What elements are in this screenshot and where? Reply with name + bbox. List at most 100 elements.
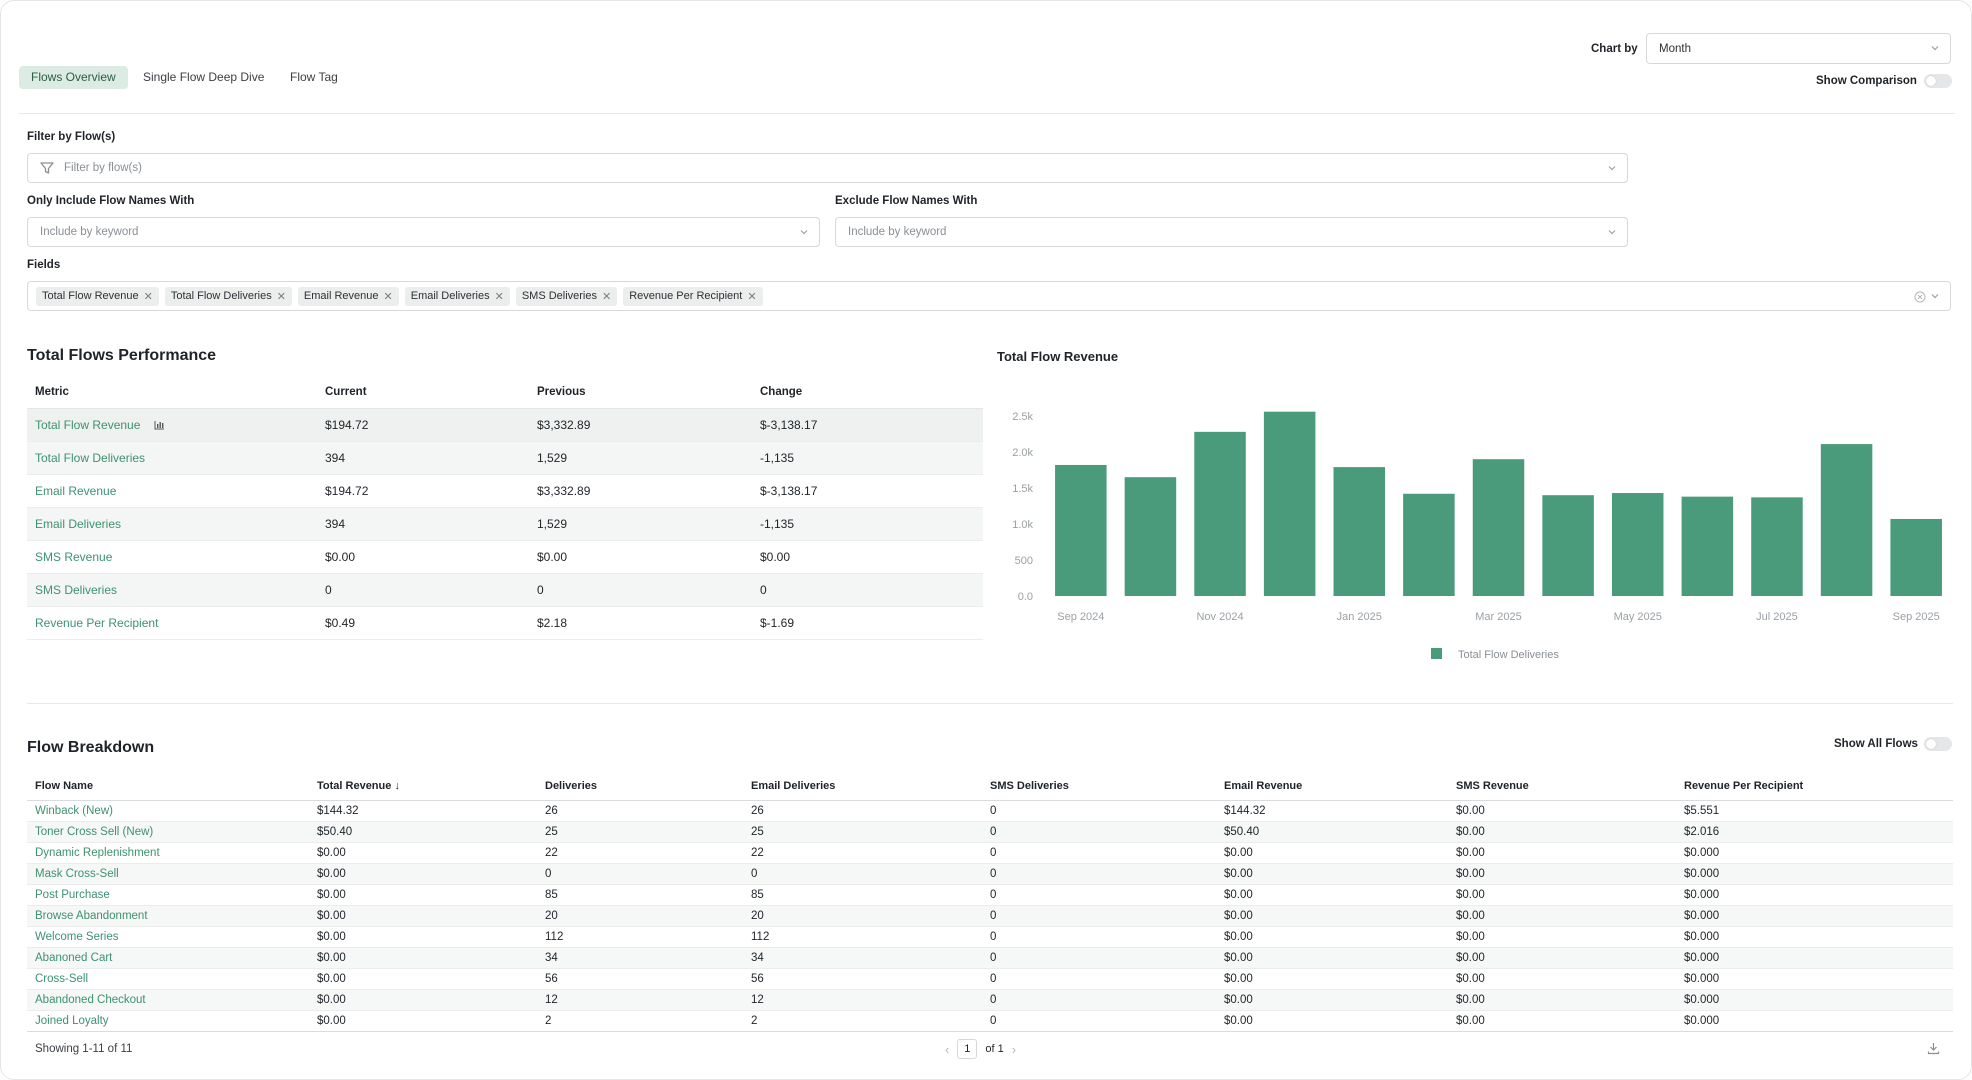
metric-link[interactable]: Email Deliveries <box>35 516 122 531</box>
metric-cell[interactable]: Total Flow Revenue <box>27 408 317 442</box>
flow-name-cell[interactable]: Winback (New) <box>27 800 309 822</box>
prev-page-icon[interactable]: ‹ <box>945 1041 950 1057</box>
deliveries-cell: 22 <box>537 842 743 864</box>
legend-swatch <box>1431 648 1442 659</box>
email-revenue-cell: $0.00 <box>1216 926 1448 948</box>
bar <box>1263 411 1316 596</box>
table-row[interactable]: Email Deliveries 394 1,529 -1,135 <box>27 507 983 541</box>
exclude-keyword-input[interactable]: Include by keyword <box>835 217 1628 247</box>
deliveries-cell: 34 <box>537 947 743 969</box>
table-row[interactable]: Joined Loyalty $0.00 2 2 0 $0.00 $0.00 $0.000 <box>27 1010 1953 1032</box>
change-cell: $-1.69 <box>752 606 983 640</box>
remove-chip-icon[interactable]: ✕ <box>383 290 393 303</box>
page-number-input[interactable]: 1 <box>957 1039 978 1059</box>
show-comparison-toggle[interactable] <box>1924 74 1952 88</box>
include-keyword-input[interactable]: Include by keyword <box>27 217 820 247</box>
remove-chip-icon[interactable]: ✕ <box>276 290 286 303</box>
col-header-sms-deliveries[interactable]: SMS Deliveries <box>982 773 1216 801</box>
table-row[interactable]: Email Revenue $194.72 $3,332.89 $-3,138.… <box>27 474 983 508</box>
flow-name-cell[interactable]: Abanoned Cart <box>27 947 309 969</box>
metric-link[interactable]: SMS Revenue <box>35 549 113 564</box>
flow-name-cell[interactable]: Mask Cross-Sell <box>27 863 309 885</box>
next-page-icon[interactable]: › <box>1011 1041 1017 1057</box>
remove-chip-icon[interactable]: ✕ <box>143 290 153 303</box>
metric-link[interactable]: Email Revenue <box>35 483 117 498</box>
previous-cell: $3,332.89 <box>529 408 752 442</box>
bar <box>1890 518 1942 596</box>
metric-link[interactable]: Total Flow Revenue <box>35 417 141 432</box>
chart-by-select[interactable]: Month <box>1646 33 1951 64</box>
remove-chip-icon[interactable]: ✕ <box>602 290 612 303</box>
col-header-email-revenue[interactable]: Email Revenue <box>1216 773 1448 801</box>
fields-multiselect[interactable]: Total Flow Revenue ✕ Total Flow Deliverie… <box>27 281 1951 311</box>
flow-name-cell[interactable]: Joined Loyalty <box>27 1010 309 1032</box>
table-row[interactable]: Cross-Sell $0.00 56 56 0 $0.00 $0.00 $0.000 <box>27 968 1953 990</box>
flow-name-cell[interactable]: Welcome Series <box>27 926 309 948</box>
filter-flows-select[interactable]: Filter by flow(s) <box>27 153 1628 183</box>
metric-cell[interactable]: SMS Deliveries <box>27 573 317 607</box>
email-deliveries-cell: 0 <box>743 863 982 885</box>
metric-cell[interactable]: SMS Revenue <box>27 540 317 574</box>
metric-link[interactable]: Total Flow Deliveries <box>35 450 146 465</box>
show-all-flows-toggle[interactable] <box>1924 737 1952 751</box>
sms-revenue-cell: $0.00 <box>1448 989 1676 1011</box>
table-row[interactable]: SMS Revenue $0.00 $0.00 $0.00 <box>27 540 983 574</box>
table-row[interactable]: Total Flow Deliveries 394 1,529 -1,135 <box>27 441 983 475</box>
email-deliveries-cell: 34 <box>743 947 982 969</box>
table-row[interactable]: Toner Cross Sell (New) $50.40 25 25 0 $50.40 $… <box>27 821 1953 843</box>
sms-revenue-cell: $0.00 <box>1448 863 1676 885</box>
col-header-flow-name[interactable]: Flow Name <box>27 773 309 801</box>
tab-flows-overview[interactable]: Flows Overview <box>19 66 128 89</box>
flow-name-cell[interactable]: Abandoned Checkout <box>27 989 309 1011</box>
metric-link[interactable]: SMS Deliveries <box>35 582 118 597</box>
flow-name-cell[interactable]: Cross-Sell <box>27 968 309 990</box>
col-header-revenue-per-recipient[interactable]: Revenue Per Recipient <box>1676 773 1953 801</box>
table-row[interactable]: Browse Abandonment $0.00 20 20 0 $0.00 $0.00 $0… <box>27 905 1953 927</box>
change-cell: $-3,138.17 <box>752 474 983 508</box>
change-cell: -1,135 <box>752 507 983 541</box>
table-row[interactable]: Abandoned Checkout $0.00 12 12 0 $0.00 $0.00 $0… <box>27 989 1953 1011</box>
flow-name-cell[interactable]: Browse Abandonment <box>27 905 309 927</box>
total-revenue-cell: $0.00 <box>309 884 537 906</box>
table-row[interactable]: Post Purchase $0.00 85 85 0 $0.00 $0.00 $0.000 <box>27 884 1953 906</box>
table-row[interactable]: Dynamic Replenishment $0.00 22 22 0 $0.00 $0.0… <box>27 842 1953 864</box>
flow-name-cell[interactable]: Post Purchase <box>27 884 309 906</box>
field-chip-label: Email Revenue <box>303 290 379 302</box>
table-row[interactable]: Welcome Series $0.00 112 112 0 $0.00 $0.00 $0.0… <box>27 926 1953 948</box>
flow-name-cell[interactable]: Toner Cross Sell (New) <box>27 821 309 843</box>
col-header-label: Total Revenue <box>317 780 392 793</box>
email-revenue-cell: $0.00 <box>1216 863 1448 885</box>
table-row[interactable]: Mask Cross-Sell $0.00 0 0 0 $0.00 $0.00 $0.000 <box>27 863 1953 885</box>
table-row[interactable]: Winback (New) $144.32 26 26 0 $144.32 $0.00 $5.… <box>27 800 1953 822</box>
total-revenue-cell: $50.40 <box>309 821 537 843</box>
sms-revenue-cell: $0.00 <box>1448 905 1676 927</box>
table-row[interactable]: Total Flow Revenue $194.72 $3,332.89 $-3… <box>27 408 983 442</box>
remove-chip-icon[interactable]: ✕ <box>494 290 504 303</box>
flow-name-cell[interactable]: Dynamic Replenishment <box>27 842 309 864</box>
download-icon[interactable] <box>1927 1042 1940 1055</box>
table-row[interactable]: Abanoned Cart $0.00 34 34 0 $0.00 $0.00 $0.000 <box>27 947 1953 969</box>
table-row[interactable]: Revenue Per Recipient $0.49 $2.18 $-1.69 <box>27 606 983 640</box>
metric-cell[interactable]: Revenue Per Recipient <box>27 606 317 640</box>
chart-title: Total Flow Revenue <box>997 349 1119 364</box>
email-revenue-cell: $0.00 <box>1216 842 1448 864</box>
remove-chip-icon[interactable]: ✕ <box>747 290 757 303</box>
metric-cell[interactable]: Total Flow Deliveries <box>27 441 317 475</box>
tab-single-flow-deep-dive[interactable]: Single Flow Deep Dive <box>143 70 265 84</box>
email-deliveries-cell: 112 <box>743 926 982 948</box>
metric-link[interactable]: Revenue Per Recipient <box>35 615 159 630</box>
filter-flows-label: Filter by Flow(s) <box>27 131 116 143</box>
col-header-deliveries[interactable]: Deliveries <box>537 773 743 801</box>
metric-cell[interactable]: Email Revenue <box>27 474 317 508</box>
sms-revenue-cell: $0.00 <box>1448 800 1676 822</box>
bar <box>1472 459 1525 596</box>
table-bottom-border <box>27 1031 1953 1032</box>
metric-cell[interactable]: Email Deliveries <box>27 507 317 541</box>
col-header-total-revenue[interactable]: Total Revenue ↓ <box>309 773 537 801</box>
col-header-email-deliveries[interactable]: Email Deliveries <box>743 773 982 801</box>
tab-flow-tag[interactable]: Flow Tag <box>290 70 338 84</box>
breakdown-table: Flow Name Total Revenue ↓ Deliveries Ema… <box>27 773 1953 1032</box>
clear-all-icon[interactable] <box>1914 291 1926 303</box>
col-header-sms-revenue[interactable]: SMS Revenue <box>1448 773 1676 801</box>
table-row[interactable]: SMS Deliveries 0 0 0 <box>27 573 983 607</box>
